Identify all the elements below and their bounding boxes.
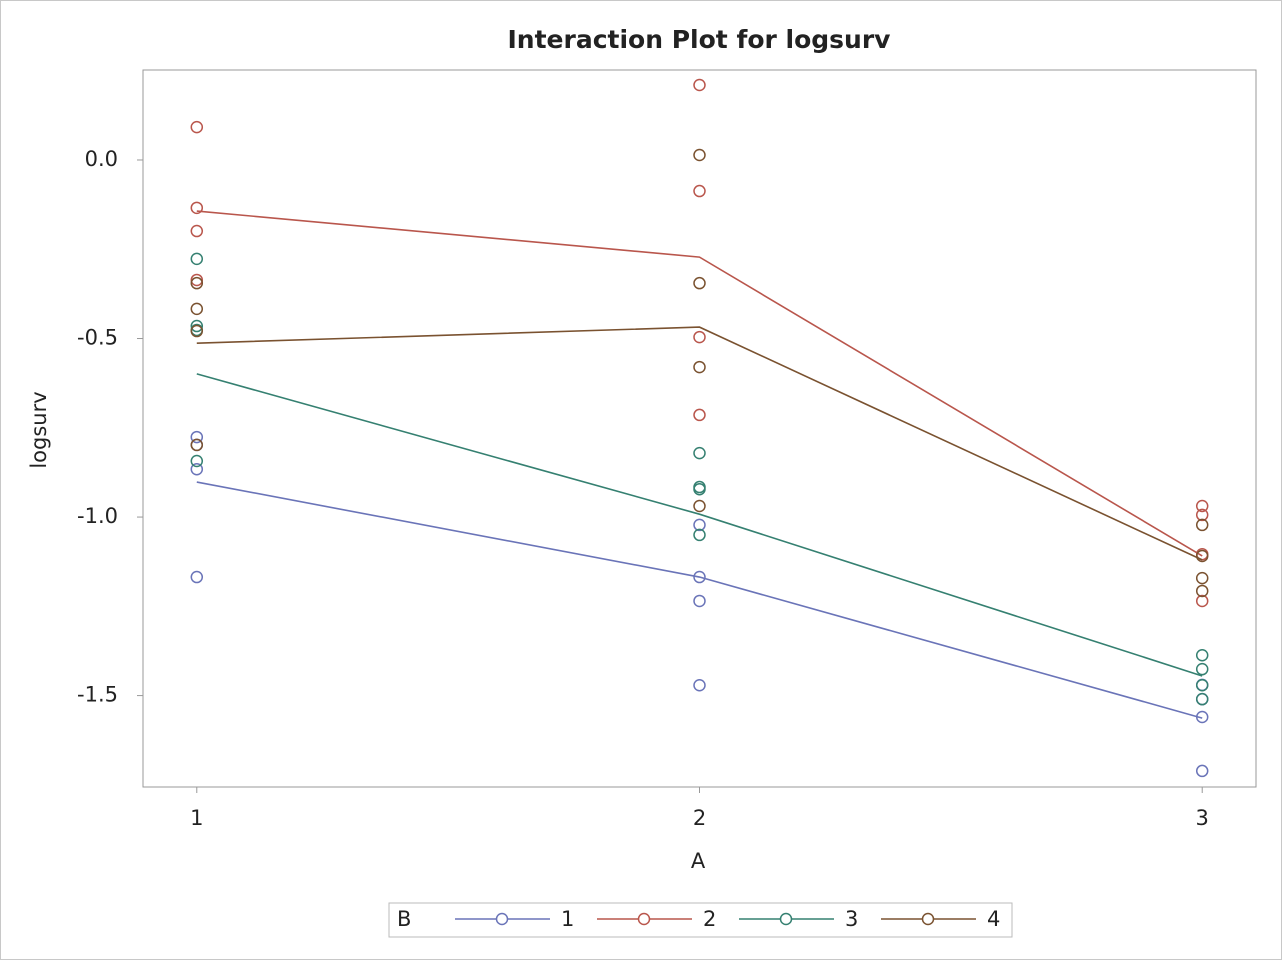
mean-line: [196, 210, 1203, 557]
data-point: [1195, 549, 1209, 563]
data-point: [1195, 710, 1209, 724]
data-point: [693, 78, 706, 92]
data-point: [190, 302, 204, 316]
legend-label: 3: [845, 907, 858, 931]
data-point: [693, 499, 706, 513]
data-point: [190, 430, 204, 444]
data-point: [693, 594, 706, 608]
chart-title: Interaction Plot for logsurv: [508, 25, 891, 54]
data-point: [693, 360, 706, 374]
data-point: [190, 273, 204, 287]
data-point: [693, 482, 706, 496]
mean-line: [196, 373, 1203, 677]
x-tick-label: 2: [693, 806, 706, 830]
data-point: [1195, 508, 1209, 522]
legend-box: [388, 902, 1013, 938]
legend-title: B: [397, 907, 411, 931]
data-point: [1195, 648, 1209, 662]
data-point: [190, 438, 204, 452]
y-axis-label: logsurv: [27, 391, 51, 468]
mean-line: [196, 326, 1203, 561]
data-point: [1195, 594, 1209, 608]
data-point: [190, 201, 204, 215]
data-point: [190, 276, 204, 290]
legend-marker: [637, 912, 651, 926]
data-point: [1195, 678, 1209, 692]
data-point: [693, 276, 706, 290]
data-point: [693, 148, 706, 162]
data-point: [190, 454, 204, 468]
data-point: [1195, 571, 1209, 585]
data-point: [693, 678, 706, 692]
data-point: [1195, 692, 1209, 706]
legend-label: 4: [987, 907, 1000, 931]
legend-marker: [921, 912, 935, 926]
y-tick-label: -1.0: [77, 504, 118, 528]
x-tick-label: 3: [1196, 806, 1209, 830]
data-point: [693, 408, 706, 422]
x-tick-label: 1: [190, 806, 203, 830]
legend-label: 2: [703, 907, 716, 931]
y-tick-label: -0.5: [77, 326, 118, 350]
data-point: [693, 330, 706, 344]
data-point: [1195, 499, 1209, 513]
data-point: [1195, 764, 1209, 778]
data-point: [190, 224, 204, 238]
legend-marker: [495, 912, 509, 926]
legend-label: 1: [561, 907, 574, 931]
data-point: [190, 252, 204, 266]
data-point: [190, 462, 204, 476]
data-point: [1195, 518, 1209, 532]
data-point: [190, 324, 204, 338]
y-tick-label: -1.5: [77, 683, 118, 707]
data-point: [1195, 662, 1209, 676]
x-axis-label: A: [691, 849, 706, 873]
legend-marker: [779, 912, 793, 926]
mean-line: [196, 481, 1203, 719]
data-point: [190, 319, 204, 333]
data-point: [693, 528, 706, 542]
data-point: [693, 570, 706, 584]
data-point: [693, 446, 706, 460]
data-point: [1195, 584, 1209, 598]
data-point: [693, 184, 706, 198]
data-point: [190, 570, 204, 584]
data-point: [190, 120, 204, 134]
y-tick-label: 0.0: [85, 147, 118, 171]
data-point: [693, 518, 706, 532]
